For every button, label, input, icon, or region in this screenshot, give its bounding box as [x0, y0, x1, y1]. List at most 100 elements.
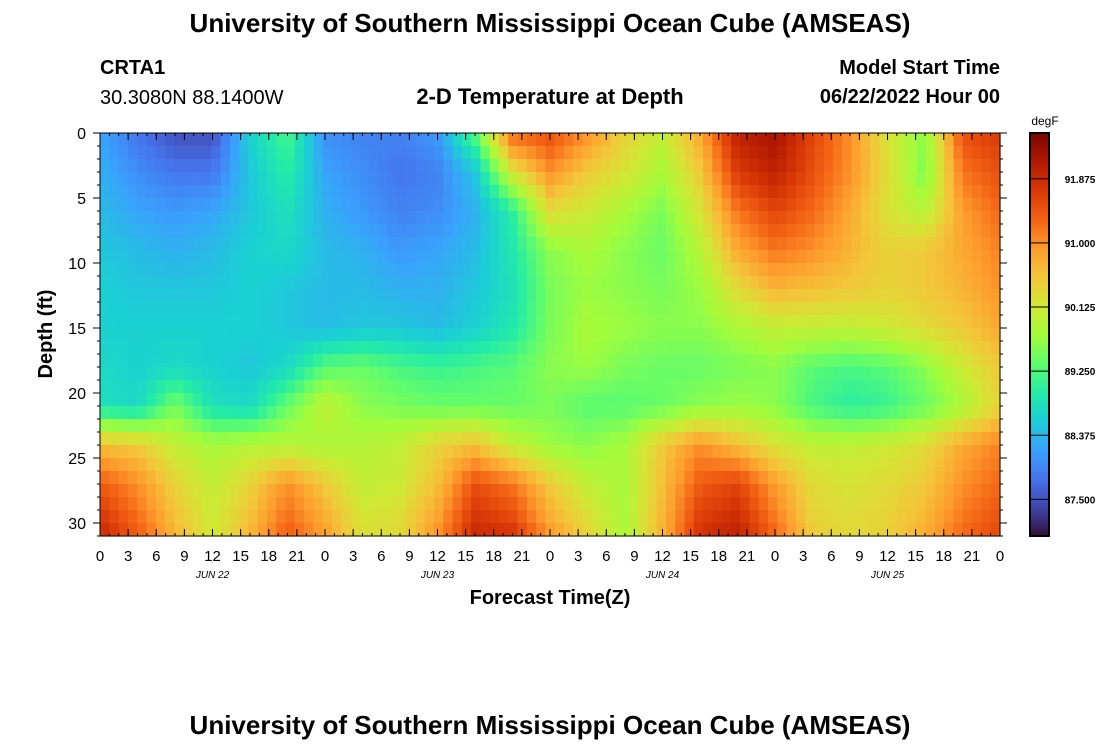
heatmap-cell — [805, 146, 816, 160]
heatmap-cell — [693, 315, 704, 329]
heatmap-cell — [879, 237, 890, 251]
heatmap-cell — [526, 224, 537, 238]
heatmap-cell — [415, 328, 426, 342]
heatmap-cell — [573, 471, 584, 485]
heatmap-cell — [257, 328, 268, 342]
heatmap-cell — [359, 523, 370, 537]
heatmap-cell — [749, 263, 760, 277]
heatmap-cell — [350, 432, 361, 446]
heatmap-cell — [545, 315, 556, 329]
heatmap-cell — [350, 354, 361, 368]
heatmap-cell — [294, 393, 305, 407]
heatmap-cell — [601, 341, 611, 355]
heatmap-cell — [972, 224, 983, 238]
heatmap-cell — [768, 393, 778, 407]
heatmap-cell — [369, 250, 379, 264]
x-tick-label: 15 — [907, 548, 924, 565]
heatmap-cell — [415, 172, 426, 186]
heatmap-cell — [777, 328, 788, 342]
heatmap-cell — [712, 419, 723, 433]
heatmap-cell — [740, 185, 751, 199]
heatmap-cell — [396, 302, 407, 316]
heatmap-cell — [378, 185, 389, 199]
heatmap-cell — [981, 341, 992, 355]
heatmap-cell — [582, 510, 593, 524]
heatmap-cell — [721, 510, 732, 524]
heatmap-cell — [387, 250, 398, 264]
heatmap-cell — [341, 419, 352, 433]
heatmap-cell — [730, 302, 741, 316]
heatmap-cell — [396, 510, 407, 524]
heatmap-cell — [248, 458, 259, 472]
heatmap-cell — [619, 276, 630, 290]
heatmap-cell — [239, 211, 250, 225]
heatmap-cell — [851, 289, 862, 303]
heatmap-cell — [406, 315, 417, 329]
heatmap-cell — [137, 497, 147, 511]
heatmap-cell — [137, 484, 147, 498]
heatmap-cell — [304, 211, 314, 225]
heatmap-cell — [294, 445, 305, 459]
heatmap-cell — [146, 263, 157, 277]
heatmap-cell — [498, 432, 509, 446]
heatmap-cell — [406, 419, 417, 433]
heatmap-cell — [684, 289, 695, 303]
heatmap-cell — [164, 146, 175, 160]
heatmap-cell — [730, 484, 741, 498]
heatmap-cell — [972, 159, 983, 173]
heatmap-cell — [860, 406, 871, 420]
heatmap-cell — [378, 133, 389, 147]
heatmap-cell — [220, 432, 231, 446]
heatmap-cell — [257, 133, 268, 147]
heatmap-cell — [795, 185, 806, 199]
heatmap-cell — [730, 432, 741, 446]
x-tick-label: 3 — [799, 548, 807, 565]
heatmap-cell — [935, 406, 945, 420]
heatmap-cell — [146, 367, 157, 381]
heatmap-cell — [563, 263, 574, 277]
heatmap-cell — [582, 458, 593, 472]
heatmap-cell — [554, 159, 565, 173]
heatmap-cell — [545, 159, 556, 173]
heatmap-cell — [981, 367, 992, 381]
heatmap-cell — [239, 471, 250, 485]
heatmap-cell — [341, 393, 352, 407]
heatmap-cell — [610, 471, 621, 485]
heatmap-cell — [703, 263, 713, 277]
heatmap-cell — [406, 471, 417, 485]
heatmap-cell — [480, 198, 491, 212]
heatmap-cell — [554, 380, 565, 394]
heatmap-cell — [350, 250, 361, 264]
heatmap-cell — [619, 510, 630, 524]
heatmap-cell — [823, 471, 834, 485]
heatmap-cell — [109, 172, 120, 186]
heatmap-cell — [350, 393, 361, 407]
heatmap-cell — [434, 510, 444, 524]
heatmap-cell — [870, 328, 880, 342]
heatmap-cell — [712, 224, 723, 238]
heatmap-cell — [628, 146, 639, 160]
heatmap-cell — [647, 198, 658, 212]
heatmap-cell — [378, 263, 389, 277]
heatmap-cell — [229, 341, 240, 355]
heatmap-cell — [211, 172, 222, 186]
heatmap-cell — [638, 432, 649, 446]
heatmap-cell — [424, 419, 435, 433]
heatmap-cell — [285, 198, 296, 212]
heatmap-cell — [313, 302, 324, 316]
heatmap-cell — [638, 289, 649, 303]
heatmap-cell — [202, 471, 212, 485]
heatmap-cell — [740, 250, 751, 264]
heatmap-cell — [406, 445, 417, 459]
heatmap-cell — [285, 211, 296, 225]
heatmap-cell — [888, 159, 899, 173]
heatmap-cell — [591, 315, 602, 329]
heatmap-cell — [498, 471, 509, 485]
heatmap-cell — [127, 367, 138, 381]
heatmap-cell — [591, 328, 602, 342]
heatmap-cell — [137, 276, 147, 290]
heatmap-cell — [461, 224, 472, 238]
heatmap-cell — [498, 263, 509, 277]
heatmap-cell — [647, 133, 658, 147]
heatmap-cell — [758, 133, 769, 147]
